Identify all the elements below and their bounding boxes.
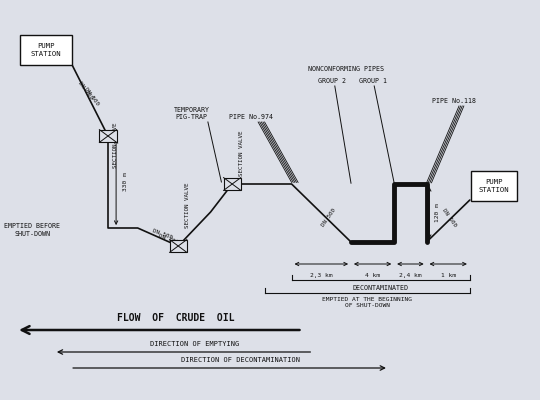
Bar — [99, 130, 117, 142]
Text: DECONTAMINATED: DECONTAMINATED — [353, 285, 409, 291]
Text: 2,4 km: 2,4 km — [399, 273, 422, 278]
Bar — [224, 178, 241, 190]
Text: DIRECTION OF EMPTYING: DIRECTION OF EMPTYING — [150, 341, 239, 347]
Text: FLOW  OF  CRUDE  OIL: FLOW OF CRUDE OIL — [117, 313, 234, 323]
Text: DN 700: DN 700 — [77, 80, 93, 100]
Text: EMPTIED AT THE BEGINNING
OF SHUT-DOWN: EMPTIED AT THE BEGINNING OF SHUT-DOWN — [322, 297, 412, 308]
Text: 120 m: 120 m — [435, 204, 440, 222]
Text: DN 500: DN 500 — [151, 228, 173, 240]
Text: DN 700: DN 700 — [158, 233, 179, 245]
Bar — [21, 35, 71, 65]
Text: SECTION VALVE: SECTION VALVE — [185, 182, 190, 228]
Text: PUMP
STATION: PUMP STATION — [479, 179, 509, 193]
Text: DN 500: DN 500 — [84, 86, 100, 106]
Text: NONCONFORMING PIPES: NONCONFORMING PIPES — [308, 66, 383, 72]
Bar — [170, 240, 187, 252]
Bar — [471, 171, 517, 201]
Text: PUMP
STATION: PUMP STATION — [31, 43, 61, 57]
Text: DN 500: DN 500 — [320, 208, 336, 228]
Text: 1 km: 1 km — [441, 273, 456, 278]
Text: PIPE No.974: PIPE No.974 — [229, 114, 273, 120]
Text: SECTION VALVE: SECTION VALVE — [239, 130, 244, 176]
Text: TEMPORARY
PIG-TRAP: TEMPORARY PIG-TRAP — [174, 106, 210, 120]
Text: PIPE No.118: PIPE No.118 — [431, 98, 476, 104]
Text: 4 km: 4 km — [365, 273, 380, 278]
Text: SECTION VALVE: SECTION VALVE — [113, 122, 118, 168]
Text: DIRECTION OF DECONTAMINATION: DIRECTION OF DECONTAMINATION — [181, 357, 300, 363]
Text: DN 500: DN 500 — [441, 208, 457, 228]
Text: EMPTIED BEFORE
SHUT-DOWN: EMPTIED BEFORE SHUT-DOWN — [4, 223, 60, 237]
Text: GROUP 2: GROUP 2 — [318, 78, 346, 84]
Text: 330 m: 330 m — [123, 173, 127, 191]
Text: 2,3 km: 2,3 km — [310, 273, 333, 278]
Text: GROUP 1: GROUP 1 — [359, 78, 387, 84]
